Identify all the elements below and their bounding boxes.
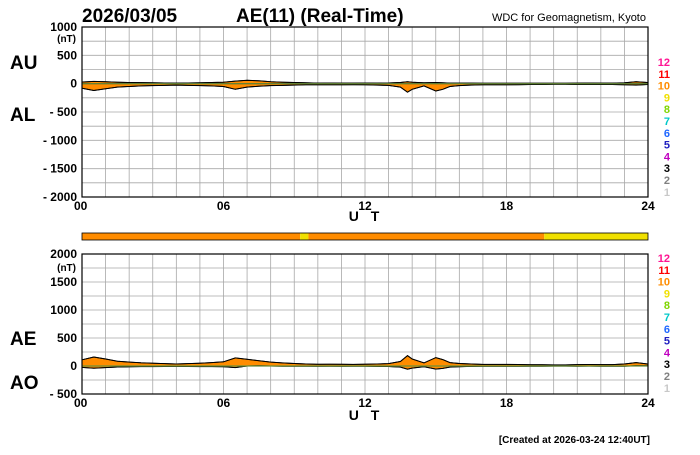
- y-tick-label: - 1000: [43, 133, 77, 147]
- level-legend-entry: 9: [664, 92, 670, 104]
- y-tick-label: 500: [57, 48, 77, 62]
- x-tick-label: 24: [641, 396, 655, 410]
- x-tick-label: 18: [500, 396, 514, 410]
- y-tick-label: - 2000: [43, 190, 77, 204]
- x-tick-label: 18: [500, 199, 514, 213]
- level-legend-entry: 11: [658, 265, 670, 277]
- level-legend-entry: 9: [664, 288, 670, 300]
- level-legend-entry: 8: [664, 104, 670, 116]
- y-tick-label: - 1500: [43, 162, 77, 176]
- series-label-au: AU: [10, 53, 37, 74]
- plot-title: AE(11) (Real-Time): [236, 6, 404, 27]
- x-tick-label: 06: [217, 396, 231, 410]
- y-tick-label: 0: [70, 77, 77, 91]
- series-label-al: AL: [10, 105, 36, 126]
- station-coverage-bar: [81, 232, 649, 241]
- y-tick-label: - 500: [50, 387, 78, 401]
- x-axis-title-upper: U T: [349, 208, 384, 224]
- x-tick-label: 00: [74, 199, 88, 213]
- y-tick-label: 2000: [50, 247, 77, 261]
- series-label-ae: AE: [10, 329, 36, 350]
- level-legend-entry: 7: [664, 312, 670, 324]
- level-legend-entry: 1: [664, 187, 670, 199]
- level-legend-entry: 2: [664, 175, 670, 187]
- level-legend-entry: 10: [658, 81, 670, 93]
- plot-frame: [81, 26, 649, 198]
- station-bar-segment: [82, 233, 301, 240]
- level-legend-entry: 8: [664, 300, 670, 312]
- level-legend-entry: 3: [664, 359, 670, 371]
- x-tick-label: 12: [358, 199, 372, 213]
- unit-label-lower: (nT): [57, 263, 76, 274]
- level-legend-entry: 1: [664, 383, 670, 395]
- y-tick-label: - 500: [50, 105, 78, 119]
- data-source: WDC for Geomagnetism, Kyoto: [492, 12, 646, 24]
- y-tick-label: 1000: [50, 303, 77, 317]
- level-legend-entry: 2: [664, 371, 670, 383]
- series-line-al: [81, 83, 649, 93]
- series-label-ao: AO: [10, 373, 39, 394]
- level-legend-entry: 6: [664, 324, 670, 336]
- level-legend-entry: 7: [664, 116, 670, 128]
- y-tick-label: 500: [57, 331, 77, 345]
- level-legend-entry: 5: [664, 336, 670, 348]
- plot-date: 2026/03/05: [82, 6, 178, 27]
- level-legend-entry: 10: [658, 277, 670, 289]
- station-bar-segment: [544, 233, 648, 240]
- y-tick-label: 1500: [50, 275, 77, 289]
- station-bar-frame: [81, 232, 649, 241]
- level-legend-entry: 12: [658, 57, 670, 69]
- x-tick-label: 24: [641, 199, 655, 213]
- series-line-ae: [81, 354, 649, 366]
- y-tick-label: 0: [70, 359, 77, 373]
- y-tick-label: 1000: [50, 20, 77, 34]
- level-legend-entry: 4: [664, 347, 671, 359]
- level-legend-entry: 5: [664, 140, 670, 152]
- level-legend-entry: 6: [664, 128, 670, 140]
- station-bar-segment: [308, 233, 545, 240]
- plot-frame: [81, 253, 649, 395]
- unit-label-upper: (nT): [57, 34, 76, 45]
- x-tick-label: 00: [74, 396, 88, 410]
- level-legend-entry: 11: [658, 69, 670, 81]
- x-axis-title-lower: U T: [349, 407, 384, 423]
- x-tick-label: 06: [217, 199, 231, 213]
- level-legend-entry: 3: [664, 163, 670, 175]
- level-legend-entry: 12: [658, 253, 670, 265]
- created-timestamp: [Created at 2026-03-24 12:40UT]: [499, 435, 650, 446]
- x-tick-label: 12: [358, 396, 372, 410]
- station-bar-segment: [300, 233, 309, 240]
- level-legend-entry: 4: [664, 151, 671, 163]
